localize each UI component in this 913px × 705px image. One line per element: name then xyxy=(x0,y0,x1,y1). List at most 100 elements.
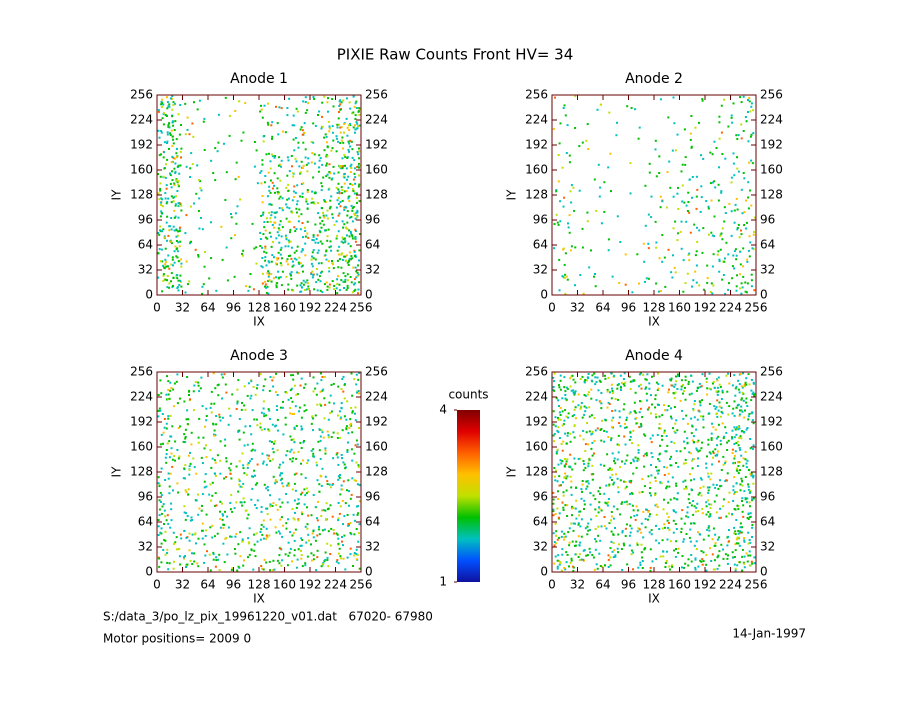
pixel-dot xyxy=(190,443,193,446)
pixel-dot xyxy=(571,514,573,517)
pixel-dot xyxy=(184,464,187,467)
pixel-dot xyxy=(250,548,253,551)
pixel-dot xyxy=(203,543,206,546)
heatmap-cells xyxy=(157,372,361,572)
pixel-dot xyxy=(617,491,620,494)
pixel-dot xyxy=(338,476,341,479)
pixel-dot xyxy=(291,165,293,168)
pixel-dot xyxy=(663,404,665,407)
pixel-dot xyxy=(286,198,289,201)
pixel-dot xyxy=(624,535,627,537)
pixel-dot xyxy=(610,519,612,522)
pixel-dot xyxy=(701,558,704,561)
pixel-dot xyxy=(650,464,652,466)
pixel-dot xyxy=(639,407,642,410)
pixel-dot xyxy=(747,483,750,486)
pixel-dot xyxy=(750,279,753,282)
pixel-dot xyxy=(190,516,193,519)
pixel-dot xyxy=(185,536,188,539)
pixel-dot xyxy=(324,447,327,450)
pixel-dot xyxy=(629,481,632,484)
pixel-dot xyxy=(572,522,575,525)
pixel-dot xyxy=(698,382,701,385)
pixel-dot xyxy=(599,186,602,189)
pixel-dot xyxy=(356,554,359,556)
pixel-dot xyxy=(701,563,704,566)
pixel-dot xyxy=(264,280,267,283)
pixel-dot xyxy=(747,140,750,143)
pixel-dot xyxy=(338,192,341,195)
pixel-dot xyxy=(621,531,624,534)
pixel-dot xyxy=(751,499,754,502)
pixel-dot xyxy=(158,514,161,517)
pixel-dot xyxy=(265,217,268,220)
pixel-dot xyxy=(658,542,661,545)
pixel-dot xyxy=(311,190,314,193)
pixel-dot xyxy=(676,388,679,390)
pixel-dot xyxy=(697,457,699,460)
pixel-dot xyxy=(244,408,247,411)
pixel-dot xyxy=(706,528,709,531)
pixel-dot xyxy=(316,549,319,552)
pixel-dot xyxy=(343,182,346,185)
pixel-dot xyxy=(166,140,169,143)
pixel-dot xyxy=(753,394,756,397)
pixel-dot xyxy=(711,538,714,541)
pixel-dot xyxy=(555,189,558,192)
pixel-dot xyxy=(160,131,163,134)
pixel-dot xyxy=(300,493,302,496)
pixel-dot xyxy=(293,251,296,254)
pixel-dot xyxy=(274,191,276,194)
pixel-dot xyxy=(747,512,750,515)
pixel-dot xyxy=(230,213,232,215)
pixel-dot xyxy=(348,251,351,254)
pixel-dot xyxy=(289,412,292,415)
pixel-dot xyxy=(300,160,303,163)
pixel-dot xyxy=(733,221,736,224)
pixel-dot xyxy=(166,265,169,268)
pixel-dot xyxy=(674,431,677,434)
pixel-dot xyxy=(274,391,277,394)
pixel-dot xyxy=(753,289,756,292)
pixel-dot xyxy=(163,167,166,170)
pixel-dot xyxy=(667,472,670,475)
pixel-dot xyxy=(586,525,589,528)
pixel-dot xyxy=(598,552,601,555)
x-tick-label: 256 xyxy=(745,578,768,592)
pixel-dot xyxy=(736,156,738,159)
pixel-dot xyxy=(191,563,194,565)
pixel-dot xyxy=(233,548,236,550)
pixel-dot xyxy=(321,125,324,128)
pixel-dot xyxy=(346,234,348,237)
pixel-dot xyxy=(622,408,625,411)
pixel-dot xyxy=(689,231,692,234)
pixel-dot xyxy=(350,232,352,235)
pixel-dot xyxy=(314,241,317,244)
pixel-dot xyxy=(735,285,738,288)
pixel-dot xyxy=(689,132,692,135)
pixel-dot xyxy=(629,431,632,434)
pixel-dot xyxy=(253,533,256,536)
pixel-dot xyxy=(721,389,724,392)
pixel-dot xyxy=(248,285,251,288)
pixel-dot xyxy=(170,263,173,266)
pixel-dot xyxy=(175,248,178,251)
pixel-dot xyxy=(740,437,743,440)
pixel-dot xyxy=(563,532,566,535)
pixel-dot xyxy=(318,229,321,232)
pixel-dot xyxy=(683,522,686,525)
pixel-dot xyxy=(184,436,187,438)
pixel-dot xyxy=(572,569,575,572)
pixel-dot xyxy=(180,209,183,212)
pixel-dot xyxy=(173,455,176,457)
pixel-dot xyxy=(157,409,160,412)
pixel-dot xyxy=(274,440,277,443)
pixel-dot xyxy=(636,253,639,256)
pixel-dot xyxy=(188,473,191,476)
pixel-dot xyxy=(272,240,274,243)
pixel-dot xyxy=(349,497,352,500)
x-tick-label: 128 xyxy=(248,301,271,315)
pixel-dot xyxy=(293,539,296,542)
pixel-dot xyxy=(331,125,334,128)
pixel-dot xyxy=(168,103,171,106)
